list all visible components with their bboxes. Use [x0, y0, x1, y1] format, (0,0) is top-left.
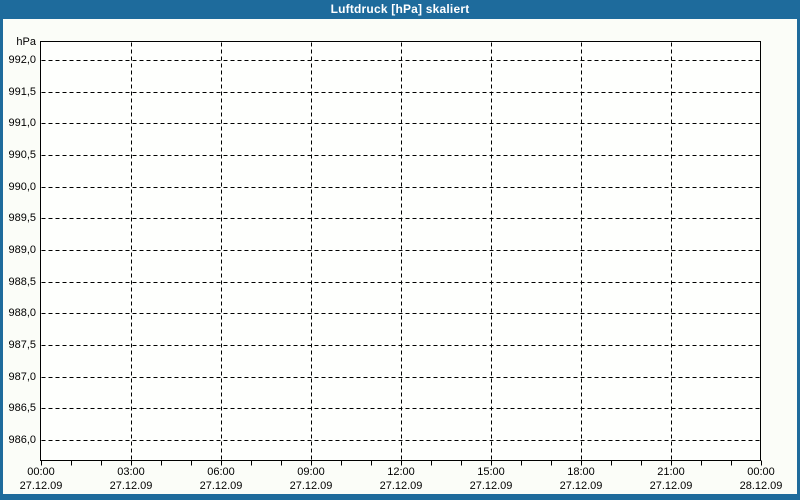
- window-title: Luftdruck [hPa] skaliert: [330, 2, 470, 16]
- chart-area: [3, 19, 797, 494]
- window-titlebar[interactable]: Luftdruck [hPa] skaliert: [0, 0, 800, 19]
